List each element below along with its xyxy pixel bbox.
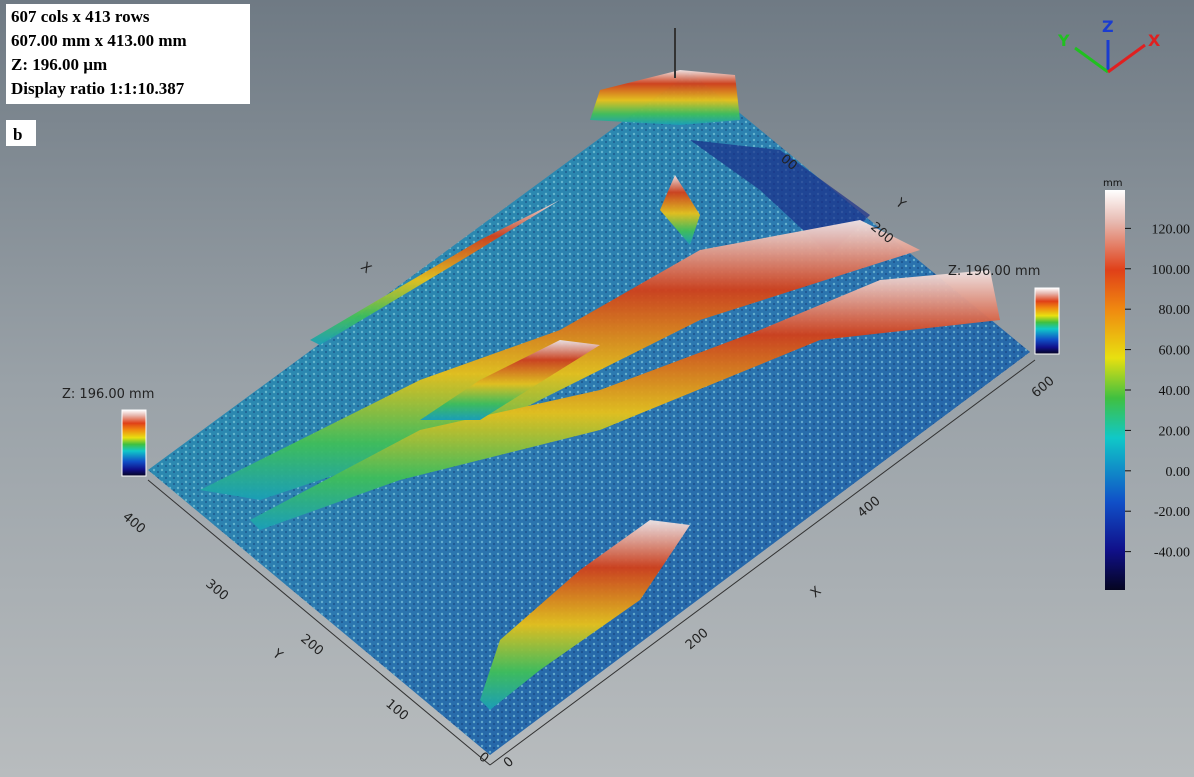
- colorbar-tick-label: -20.00: [1154, 505, 1190, 520]
- colorbar-tick-label: 20.00: [1159, 424, 1191, 439]
- colorbar-tick-label: 80.00: [1159, 303, 1191, 318]
- info-line: 607 cols x 413 rows: [11, 7, 150, 26]
- z-mini-scale: [1035, 288, 1059, 354]
- info-line: 607.00 mm x 413.00 mm: [11, 31, 187, 50]
- colorbar-tick-label: 0.00: [1166, 465, 1191, 480]
- z-mini-scale: [122, 410, 146, 476]
- colorbar: [1105, 190, 1125, 590]
- gizmo-z-label: Z: [1102, 17, 1114, 36]
- info-line: Display ratio 1:1:10.387: [11, 79, 185, 98]
- z-label: Z: 196.00 mm: [948, 264, 1040, 279]
- colorbar-tick-label: 120.00: [1152, 222, 1191, 237]
- colorbar-tick-label: 100.00: [1152, 263, 1191, 278]
- panel-label: b: [13, 125, 22, 144]
- colorbar-tick-label: 40.00: [1159, 384, 1191, 399]
- viewer: 607 cols x 413 rows 607.00 mm x 413.00 mm…: [0, 0, 1194, 777]
- gizmo-x-label: X: [1148, 31, 1161, 50]
- z-label: Z: 196.00 mm: [62, 387, 154, 402]
- info-line: Z: 196.00 µm: [11, 55, 107, 74]
- gizmo-y-label: Y: [1057, 31, 1070, 50]
- colorbar-tick-label: 60.00: [1159, 344, 1191, 359]
- colorbar-unit: mm: [1103, 178, 1122, 189]
- colorbar-tick-label: -40.00: [1154, 546, 1190, 561]
